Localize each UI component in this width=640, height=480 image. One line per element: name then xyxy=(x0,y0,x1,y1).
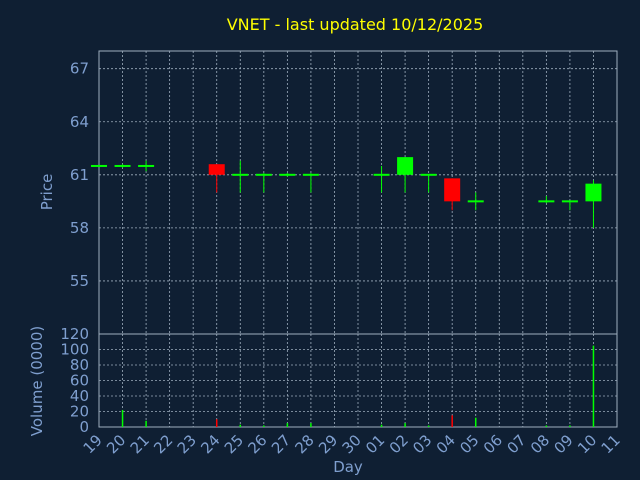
candle-body xyxy=(279,173,296,176)
volume-bar xyxy=(404,423,406,427)
volume-bar xyxy=(474,417,477,427)
candle-body xyxy=(91,164,107,167)
x-tick-label: 04 xyxy=(433,431,459,457)
candle-body xyxy=(208,164,225,175)
x-tick-label: 02 xyxy=(386,431,412,457)
candle-body xyxy=(373,173,390,176)
x-tick-label: 29 xyxy=(315,431,341,457)
candle-body xyxy=(467,200,484,203)
chart-title: VNET - last updated 10/12/2025 xyxy=(227,15,484,34)
volume-bar xyxy=(451,415,453,427)
volume-bar xyxy=(545,425,548,427)
y-tick-label: 64 xyxy=(70,113,89,131)
y-tick-label: 58 xyxy=(70,219,89,237)
y-axis-label: Price xyxy=(38,174,56,211)
x-tick-label: 20 xyxy=(103,431,129,457)
x-tick-label: 28 xyxy=(292,431,318,457)
volume-bar xyxy=(592,345,595,427)
x-axis-label: Day xyxy=(333,458,363,476)
x-tick-label: 11 xyxy=(598,431,624,457)
x-tick-label: 03 xyxy=(409,431,435,457)
x-tick-label: 24 xyxy=(197,431,223,457)
y-tick-label: 61 xyxy=(70,166,89,184)
volume-tick-label: 60 xyxy=(70,372,89,390)
x-tick-label: 30 xyxy=(339,431,365,457)
volume-bar xyxy=(239,424,242,427)
candle-body xyxy=(444,178,461,202)
volume-bar xyxy=(286,423,289,427)
y-tick-label: 55 xyxy=(70,272,89,290)
volume-bar xyxy=(310,423,312,427)
volume-bar xyxy=(263,425,265,427)
x-tick-label: 05 xyxy=(456,431,482,457)
y-tick-label: 67 xyxy=(70,60,89,78)
candle-body xyxy=(561,200,578,203)
volume-bar xyxy=(427,425,430,427)
volume-tick-label: 120 xyxy=(60,325,89,343)
x-tick-label: 25 xyxy=(221,431,247,457)
x-tick-label: 07 xyxy=(503,431,529,457)
volume-tick-label: 20 xyxy=(70,403,89,421)
x-tick-label: 09 xyxy=(551,431,577,457)
volume-tick-label: 100 xyxy=(60,341,89,359)
candle-body xyxy=(138,164,155,167)
volume-frame xyxy=(98,333,618,428)
volume-bar xyxy=(121,409,124,427)
x-tick-label: 26 xyxy=(244,431,270,457)
volume-bar xyxy=(215,419,218,427)
volume-bar xyxy=(380,424,383,427)
x-tick-label: 22 xyxy=(150,431,176,457)
x-tick-label: 06 xyxy=(480,431,506,457)
x-tick-label: 23 xyxy=(174,431,200,457)
candle-body xyxy=(232,173,249,176)
x-tick-label: 10 xyxy=(574,431,600,457)
candle-body xyxy=(538,200,555,203)
candle-body xyxy=(302,173,319,176)
volume-bar xyxy=(569,425,571,427)
candle-body xyxy=(420,173,437,176)
candle-body xyxy=(397,157,414,175)
candle-body xyxy=(255,173,272,176)
volume-tick-label: 80 xyxy=(70,356,89,374)
candle-body xyxy=(585,183,602,202)
volume-bar xyxy=(145,420,147,427)
x-tick-label: 08 xyxy=(527,431,553,457)
x-tick-label: 21 xyxy=(127,431,153,457)
x-tick-label: 01 xyxy=(362,431,388,457)
volume-tick-label: 0 xyxy=(79,418,89,436)
x-tick-label: 27 xyxy=(268,431,294,457)
volume-axis-label: Volume (0000) xyxy=(28,326,46,436)
candle-body xyxy=(114,164,131,167)
volume-tick-label: 40 xyxy=(70,387,89,405)
